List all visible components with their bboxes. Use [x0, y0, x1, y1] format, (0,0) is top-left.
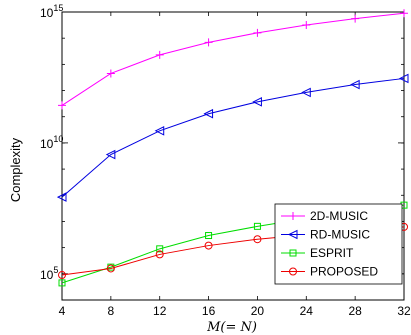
legend: 2D-MUSIC RD-MUSIC ESPRIT PROPOSED	[274, 203, 403, 285]
x-tick-label: 4	[59, 304, 66, 318]
data-point	[105, 149, 116, 160]
data-point	[400, 9, 408, 18]
series-line	[61, 12, 405, 106]
data-point	[154, 125, 165, 136]
data-point	[204, 241, 213, 250]
x-axis-label: M(= N)	[206, 320, 257, 335]
y-tick-label: 1010	[40, 134, 63, 151]
data-point	[106, 69, 115, 78]
data-point	[204, 38, 213, 47]
x-tick-label: 8	[108, 304, 115, 318]
legend-label: 2D-MUSIC	[310, 209, 368, 223]
legend-label: RD-MUSIC	[310, 228, 370, 242]
legend-label: ESPRIT	[310, 246, 354, 260]
data-point	[205, 232, 213, 240]
x-tick-label: 24	[300, 304, 314, 318]
legend-marker	[289, 267, 297, 276]
data-point	[58, 279, 66, 287]
data-point	[155, 250, 164, 259]
legend-entry: ESPRIT	[281, 246, 354, 260]
legend-label: PROPOSED	[310, 265, 378, 279]
x-axis-ticks: 4 8 12 16 20 24 28 32	[59, 12, 411, 318]
data-point	[350, 79, 360, 90]
data-point	[106, 264, 115, 273]
data-point	[253, 28, 262, 37]
data-point	[302, 20, 311, 29]
x-tick-label: 20	[251, 304, 265, 318]
y-axis-ticks: 105 1010 1015	[40, 3, 404, 301]
x-tick-label: 28	[348, 304, 362, 318]
legend-entry: 2D-MUSIC	[281, 209, 368, 223]
x-tick-label: 12	[153, 304, 167, 318]
data-point	[58, 271, 66, 280]
data-point	[58, 101, 66, 110]
data-point	[56, 192, 67, 202]
y-axis-label: Complexity	[8, 137, 23, 202]
data-point	[253, 235, 262, 244]
series-2d-music	[58, 9, 408, 110]
legend-marker	[289, 212, 297, 220]
legend-entry: RD-MUSIC	[281, 228, 370, 242]
y-tick-label: 1015	[40, 3, 63, 20]
legend-marker	[287, 229, 298, 240]
series-line	[61, 77, 405, 198]
data-point	[253, 222, 261, 230]
data-point	[398, 73, 409, 84]
data-point	[301, 87, 311, 98]
data-point	[155, 50, 164, 59]
data-point	[156, 245, 164, 253]
series-rd-music	[56, 73, 409, 202]
x-tick-label: 16	[202, 304, 216, 318]
axes-frame	[61, 11, 405, 301]
data-point	[252, 97, 262, 107]
legend-marker	[289, 249, 297, 257]
x-tick-label: 32	[397, 304, 411, 318]
legend-entry: PROPOSED	[281, 265, 378, 279]
y-tick-label: 105	[40, 265, 58, 282]
data-point	[203, 108, 214, 119]
data-point	[351, 14, 360, 23]
plot-area	[61, 11, 405, 301]
